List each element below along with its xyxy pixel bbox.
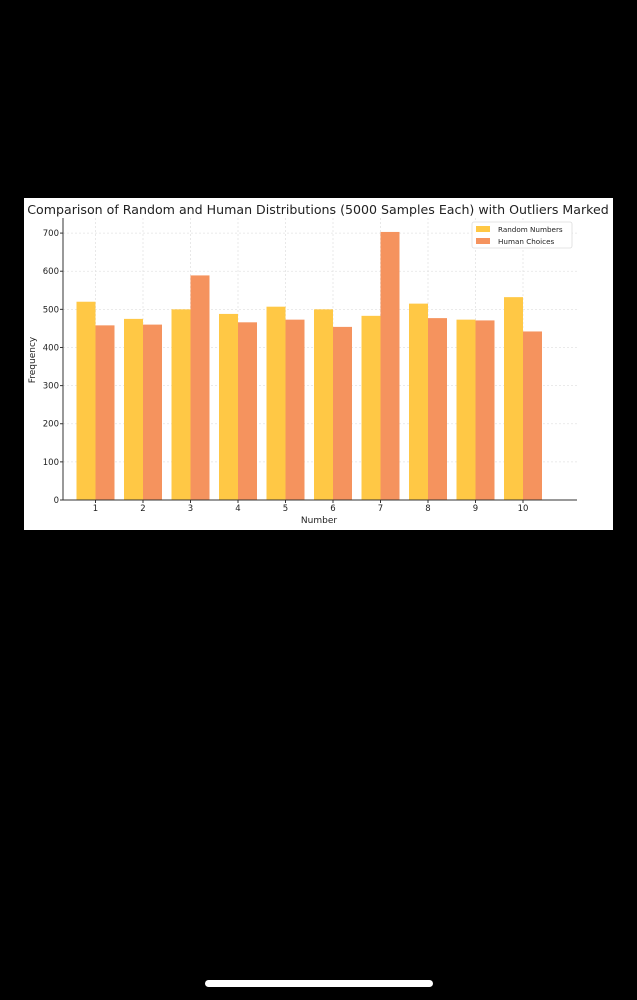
legend-swatch-human-choices xyxy=(476,238,490,244)
x-tick-label: 9 xyxy=(473,504,478,514)
bar-human-choices-3 xyxy=(190,275,210,500)
legend-swatch-random-numbers xyxy=(476,226,490,232)
x-tick-label: 2 xyxy=(140,504,145,514)
bar-human-choices-8 xyxy=(428,318,447,500)
bar-random-numbers-3 xyxy=(171,309,191,500)
bar-human-choices-1 xyxy=(95,325,115,500)
bar-random-numbers-5 xyxy=(266,306,286,500)
y-tick-label: 0 xyxy=(54,496,59,506)
bar-random-numbers-2 xyxy=(124,318,143,500)
y-tick-label: 400 xyxy=(43,343,59,353)
x-tick-label: 8 xyxy=(425,504,430,514)
bar-random-numbers-7 xyxy=(361,315,381,500)
legend-label-random-numbers: Random Numbers xyxy=(498,225,563,234)
chart-panel: Comparison of Random and Human Distribut… xyxy=(24,198,613,530)
bar-human-choices-9 xyxy=(475,320,495,500)
x-tick-label: 4 xyxy=(235,504,240,514)
bar-random-numbers-10 xyxy=(504,297,523,500)
legend: Random Numbers Human Choices xyxy=(471,221,573,249)
bar-human-choices-10 xyxy=(523,331,542,500)
y-axis-label: Frequency xyxy=(28,336,38,383)
bar-random-numbers-9 xyxy=(456,319,476,500)
x-tick-label: 3 xyxy=(188,504,193,514)
y-ticks: 0 100 200 300 400 500 600 700 xyxy=(43,229,63,506)
x-tick-label: 7 xyxy=(378,504,383,514)
legend-box xyxy=(471,221,573,249)
y-tick-label: 700 xyxy=(43,229,59,239)
y-tick-label: 600 xyxy=(43,267,59,277)
bar-random-numbers-6 xyxy=(314,309,333,500)
bar-random-numbers-1 xyxy=(76,301,96,500)
x-tick-label: 5 xyxy=(283,504,288,514)
bar-human-choices-5 xyxy=(285,319,305,500)
y-tick-label: 300 xyxy=(43,382,59,392)
x-axis-label: Number xyxy=(301,516,337,526)
bar-human-choices-4 xyxy=(238,322,257,500)
bars xyxy=(76,231,542,500)
home-indicator[interactable] xyxy=(205,980,433,987)
x-tick-label: 1 xyxy=(93,504,98,514)
x-tick-label: 10 xyxy=(518,504,529,514)
x-ticks: 1 2 3 4 5 6 7 8 9 10 xyxy=(93,500,529,514)
y-tick-label: 100 xyxy=(43,458,59,468)
bar-random-numbers-8 xyxy=(409,303,428,500)
chart-title: Comparison of Random and Human Distribut… xyxy=(27,202,608,217)
bar-human-choices-2 xyxy=(143,324,162,500)
y-tick-label: 500 xyxy=(43,305,59,315)
legend-label-human-choices: Human Choices xyxy=(498,237,555,246)
x-tick-label: 6 xyxy=(330,504,335,514)
bar-chart: Comparison of Random and Human Distribut… xyxy=(27,202,608,526)
bar-human-choices-7 xyxy=(380,231,400,500)
bar-random-numbers-4 xyxy=(219,313,238,500)
bar-human-choices-6 xyxy=(333,326,352,500)
y-tick-label: 200 xyxy=(43,420,59,430)
